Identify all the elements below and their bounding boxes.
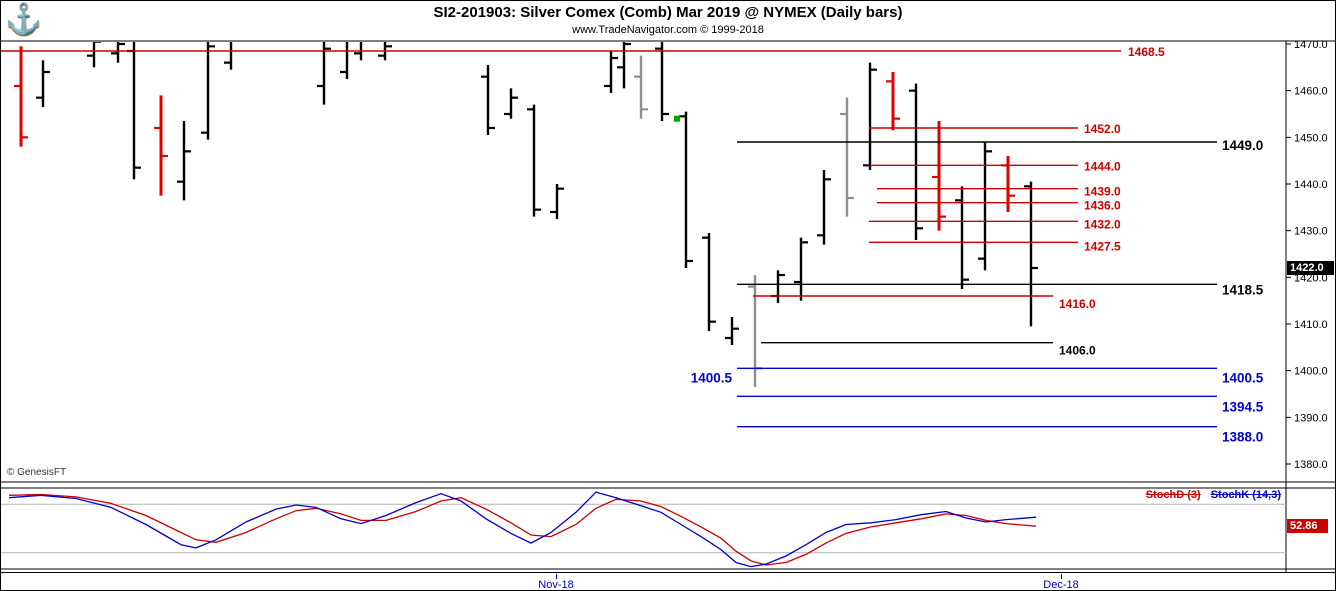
chart-title: SI2-201903: Silver Comex (Comb) Mar 2019… (433, 4, 903, 21)
y-axis-label: 1410.0 (1294, 319, 1328, 331)
stochd-legend-label[interactable]: StochD (3) (1145, 489, 1201, 501)
last-price-box: 1422.0 (1287, 261, 1334, 275)
price-level-label: 1388.0 (1222, 430, 1263, 445)
stoch-value-box: 52.86 (1287, 519, 1328, 534)
stochd-line (8, 493, 1037, 566)
buy-signal-marker (674, 115, 680, 122)
y-axis-label: 1430.0 (1294, 226, 1328, 238)
genesis-logo-icon: ⚓ (5, 3, 43, 36)
price-level-label: 1406.0 (1059, 344, 1096, 358)
price-bars (14, 42, 1038, 387)
indicator-legend: StochD (3) StochK (14,3) (1146, 489, 1281, 501)
stochk-line (8, 491, 1037, 568)
y-axis-label: 1390.0 (1294, 412, 1328, 424)
price-level-label: 1432.0 (1084, 217, 1121, 231)
y-axis-label: 1380.0 (1294, 459, 1328, 471)
price-level-label: 1394.5 (1222, 399, 1264, 414)
y-axis-label: 1460.0 (1294, 86, 1328, 98)
price-level-label: 1452.0 (1084, 122, 1121, 136)
x-axis-tick (556, 574, 557, 579)
price-level-label: 1439.0 (1084, 185, 1121, 199)
y-axis-label: 1450.0 (1294, 132, 1328, 144)
price-level-label: 1427.5 (1084, 239, 1121, 253)
price-level-label: 1416.0 (1059, 297, 1096, 311)
x-axis-label: Nov-18 (538, 579, 574, 591)
x-axis-label: Dec-18 (1043, 579, 1079, 591)
y-axis-label: 1420.0 (1294, 272, 1328, 284)
x-axis-tick (1061, 574, 1062, 579)
price-level-label: 1449.0 (1222, 138, 1263, 153)
y-axis-label: 1400.0 (1294, 366, 1328, 378)
price-level-label: 1418.5 (1222, 282, 1264, 297)
price-level-label: 1436.0 (1084, 199, 1121, 213)
price-level-label-left: 1400.5 (691, 370, 733, 385)
date-axis: Nov-18 Dec-18 (1, 572, 1335, 591)
y-axis-label: 1470.0 (1294, 39, 1328, 51)
genesis-copyright: © GenesisFT (7, 467, 67, 478)
price-level-label: 1400.5 (1222, 370, 1264, 385)
price-level-label: 1468.5 (1128, 45, 1165, 59)
stochk-legend-label[interactable]: StochK (14,3) (1210, 489, 1281, 501)
y-axis-label: 1440.0 (1294, 179, 1328, 191)
price-level-label: 1444.0 (1084, 159, 1121, 173)
chart-subtitle: www.TradeNavigator.com © 1999-2018 (572, 24, 764, 36)
